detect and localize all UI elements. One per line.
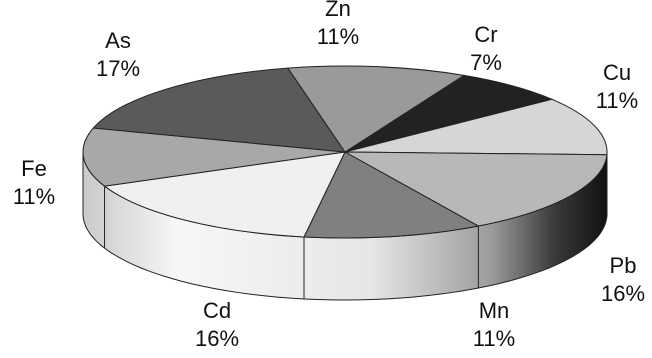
pie-labels: Cr 7% Cu 11% Pb 16% Mn 11% Cd 16% Fe 11% As 17% Zn 11% [13,0,645,351]
slice-label-as: As 17% [96,28,140,81]
pie-slice-cd [103,151,346,238]
slice-name: Cd [203,298,231,323]
slice-label-cu: Cu 11% [596,60,638,113]
slice-percent: 16% [601,281,645,306]
pie-top-slices [82,65,608,239]
slice-label-fe: Fe 11% [13,156,55,209]
slice-name: Zn [325,0,351,21]
slice-percent: 11% [473,326,515,351]
slice-name: Fe [21,156,47,181]
slice-label-cd: Cd 16% [195,298,239,351]
slice-percent: 17% [96,56,140,81]
slice-label-pb: Pb 16% [601,253,645,306]
pie-slice-mn [303,151,480,239]
slice-label-mn: Mn 11% [473,298,515,351]
slice-name: Pb [610,253,637,278]
slice-percent: 11% [317,24,359,49]
slice-name: Cu [603,60,631,85]
slice-percent: 7% [470,50,502,75]
pie-slice-fe [82,127,346,187]
slice-name: As [105,28,131,53]
pie-slice-cu [344,98,608,156]
slice-percent: 11% [13,184,55,209]
pie-slice-pb [344,151,608,227]
pie-slice-cr [344,74,554,153]
slice-name: Mn [479,298,510,323]
pie-slice-zn [286,65,466,153]
slice-name: Cr [474,22,497,47]
pie-slice-as [92,67,347,153]
slice-percent: 11% [596,88,638,113]
slice-label-cr: Cr 7% [470,22,502,75]
slice-label-zn: Zn 11% [317,0,359,49]
slice-percent: 16% [195,326,239,351]
